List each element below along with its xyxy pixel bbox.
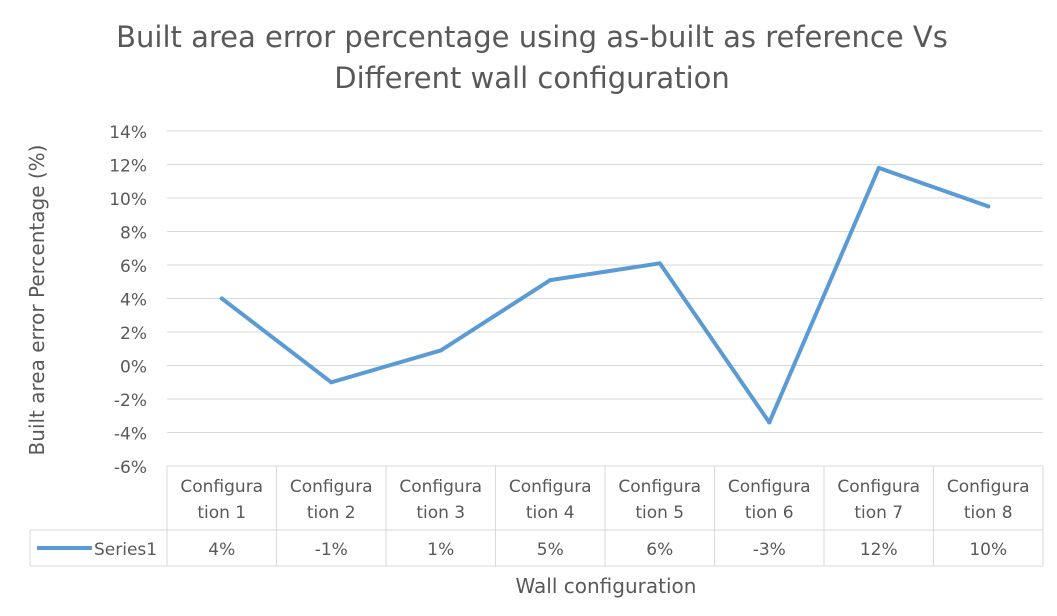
y-tick-label: 14% bbox=[109, 123, 147, 143]
category-label-line1: Configura bbox=[290, 477, 373, 497]
data-table-value: -3% bbox=[753, 540, 786, 560]
data-table-value: 6% bbox=[646, 540, 673, 560]
y-tick-label: -6% bbox=[114, 458, 147, 478]
data-table-value: 12% bbox=[860, 540, 898, 560]
category-label-line2: tion 8 bbox=[964, 503, 1013, 523]
data-point bbox=[876, 165, 881, 170]
chart-title-line1: Built area error percentage using as-bui… bbox=[116, 20, 948, 54]
legend-label: Series1 bbox=[94, 540, 157, 560]
series-lines bbox=[219, 165, 991, 425]
data-table-value: -1% bbox=[315, 540, 348, 560]
data-table-value: 1% bbox=[427, 540, 454, 560]
y-tick-labels: -6% -4% -2% 0% 2% 4% 6% 8% 10% 12% 14% bbox=[109, 123, 147, 478]
data-point bbox=[329, 380, 334, 385]
category-label-line2: tion 4 bbox=[526, 503, 575, 523]
data-point bbox=[986, 204, 991, 209]
data-point bbox=[219, 296, 224, 301]
category-label-line2: tion 5 bbox=[635, 503, 684, 523]
category-label-line1: Configura bbox=[180, 477, 263, 497]
data-table-value: 10% bbox=[969, 540, 1007, 560]
data-point bbox=[767, 420, 772, 425]
category-label-line1: Configura bbox=[399, 477, 482, 497]
data-table: Configura tion 1 Configura tion 2 Configura t… bbox=[29, 465, 1044, 567]
category-label-line1: Configura bbox=[947, 477, 1030, 497]
y-tick-label: 4% bbox=[120, 291, 147, 311]
category-label-line2: tion 2 bbox=[307, 503, 356, 523]
category-label-line1: Configura bbox=[618, 477, 701, 497]
data-table-value: 5% bbox=[537, 540, 564, 560]
y-tick-label: 10% bbox=[109, 190, 147, 210]
y-tick-label: -2% bbox=[114, 391, 147, 411]
category-label-line2: tion 1 bbox=[197, 503, 246, 523]
y-tick-label: 8% bbox=[120, 224, 147, 244]
y-axis-label: Built area error Percentage (%) bbox=[25, 145, 49, 456]
category-label-line2: tion 6 bbox=[745, 503, 794, 523]
category-label-line1: Configura bbox=[837, 477, 920, 497]
category-label-line2: tion 7 bbox=[854, 503, 903, 523]
category-label-line1: Configura bbox=[509, 477, 592, 497]
y-tick-label: 0% bbox=[120, 358, 147, 378]
y-tick-label: 12% bbox=[109, 157, 147, 177]
category-label-line1: Configura bbox=[728, 477, 811, 497]
data-point bbox=[438, 348, 443, 353]
category-label-line2: tion 3 bbox=[416, 503, 465, 523]
data-point bbox=[548, 278, 553, 283]
x-axis-label: Wall configuration bbox=[516, 574, 697, 598]
gridlines bbox=[167, 130, 1043, 467]
data-table-value: 4% bbox=[208, 540, 235, 560]
y-tick-label: 6% bbox=[120, 257, 147, 277]
y-tick-label: -4% bbox=[114, 425, 147, 445]
series-line bbox=[219, 165, 991, 425]
data-point bbox=[657, 261, 662, 266]
y-tick-label: 2% bbox=[120, 324, 147, 344]
chart-title-line2: Different wall configuration bbox=[334, 61, 730, 95]
